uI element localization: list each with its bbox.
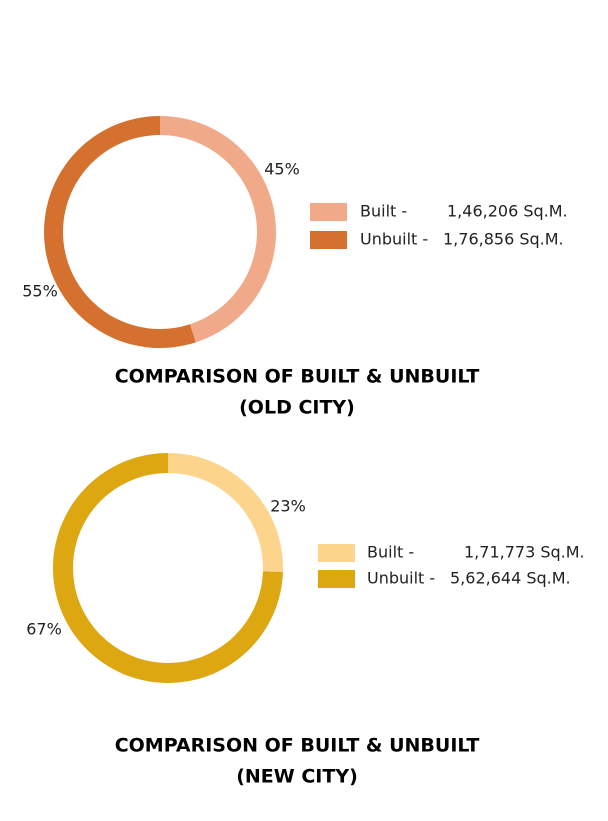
value-label: 55% <box>22 282 58 301</box>
donut-slice <box>44 116 196 348</box>
donut-slice <box>168 453 283 573</box>
legend-swatch <box>318 544 355 562</box>
legend-label: Built - <box>360 202 407 221</box>
value-label: 67% <box>26 620 62 639</box>
legend-value: 5,62,644 Sq.M. <box>450 569 571 588</box>
legend-value: 1,71,773 Sq.M. <box>464 543 585 562</box>
chart-subtitle: (OLD CITY) <box>239 397 355 419</box>
legend-label: Built - <box>367 543 414 562</box>
donut-slice <box>160 116 277 343</box>
legend-label: Unbuilt - <box>367 569 435 588</box>
legend-swatch <box>318 570 355 588</box>
chart-title: COMPARISON OF BUILT & UNBUILT <box>115 366 480 388</box>
legend-value: 1,76,856 Sq.M. <box>443 230 564 249</box>
legend-label: Unbuilt - <box>360 230 428 249</box>
legend-value: 1,46,206 Sq.M. <box>447 202 568 221</box>
value-label: 45% <box>264 160 300 179</box>
chart-subtitle: (NEW CITY) <box>236 766 358 788</box>
chart-title: COMPARISON OF BUILT & UNBUILT <box>115 735 480 757</box>
legend-swatch <box>310 231 347 249</box>
legend-swatch <box>310 203 347 221</box>
value-label: 23% <box>270 497 306 516</box>
